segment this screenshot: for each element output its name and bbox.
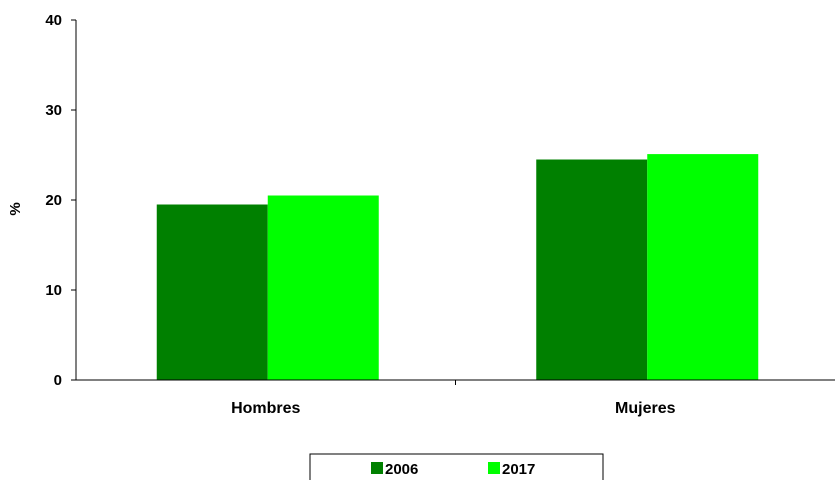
bar-2017-Mujeres [647,154,759,380]
x-axis-ticks: Hombres Mujeres [231,380,676,417]
y-axis-label: % [7,202,24,215]
bar-2006-Mujeres [536,159,648,380]
y-tick-label: 30 [45,102,62,119]
legend: 2006 2017 [309,453,604,480]
x-tick-label: Hombres [231,400,300,417]
bar-2017-Hombres [267,195,379,380]
bar-2006-Hombres [156,204,268,380]
y-axis-ticks: 0 10 20 30 40 [45,12,76,389]
legend-swatch [371,462,383,474]
legend-box [309,453,604,480]
x-tick-label: Mujeres [615,400,676,417]
y-tick-label: 0 [54,372,62,389]
y-tick-label: 40 [45,12,62,29]
legend-label: 2017 [502,461,535,478]
legend-label: 2006 [385,461,418,478]
bar-series [156,154,759,380]
legend-swatch [488,462,500,474]
y-tick-label: 10 [45,282,62,299]
y-tick-label: 20 [45,192,62,209]
